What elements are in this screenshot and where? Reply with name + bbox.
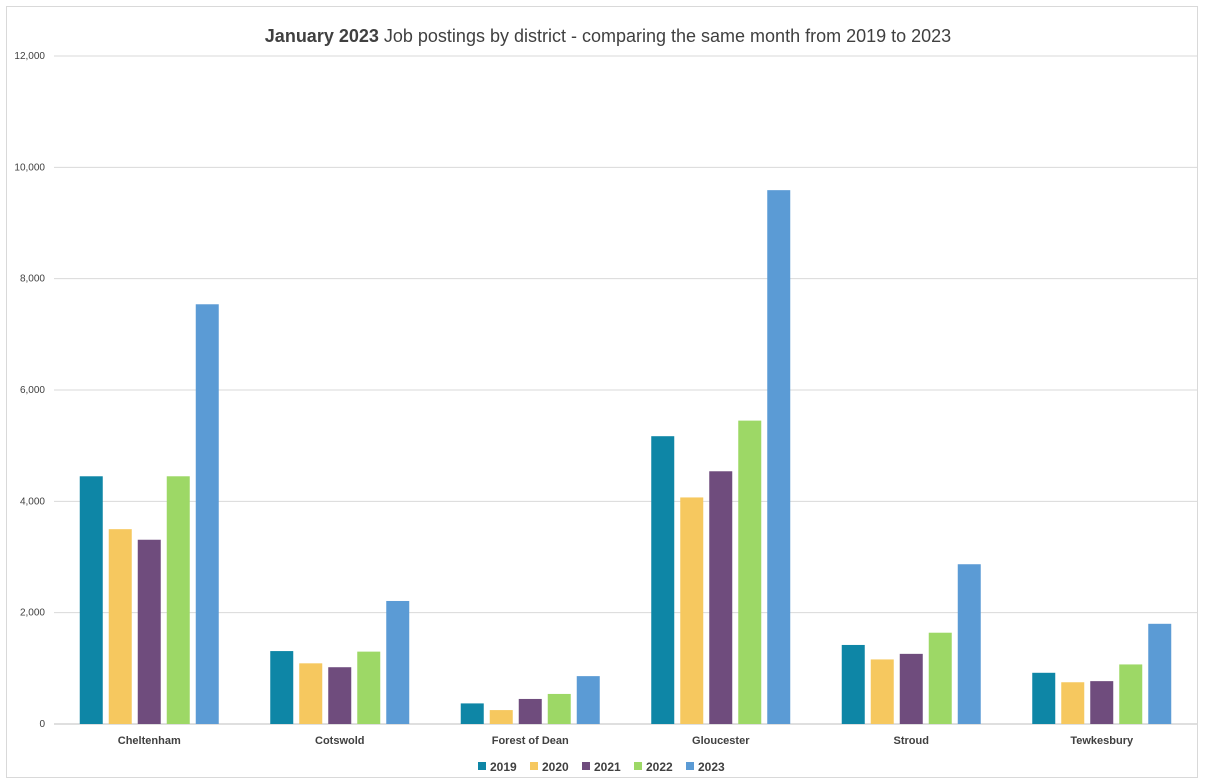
bar-2020-5 [1061,682,1085,724]
bar-2020-4 [870,659,894,724]
x-tick-label: Forest of Dean [492,735,569,747]
bar-2023-3 [767,190,791,724]
y-tick-label: 6,000 [20,385,45,396]
bar-2021-0 [137,539,161,724]
legend-label: 2022 [646,760,673,774]
legend-label: 2023 [698,760,725,774]
bar-2019-5 [1032,672,1056,724]
bar-2021-3 [709,471,733,724]
bar-2021-1 [328,667,352,724]
y-tick-label: 4,000 [20,496,45,507]
bars [79,190,1172,724]
bar-2019-0 [79,476,103,724]
bar-2020-0 [108,529,132,724]
y-tick-label: 10,000 [14,162,45,173]
chart-title: January 2023 Job postings by district - … [265,26,951,46]
x-tick-label: Cotswold [315,735,365,747]
bar-2023-4 [957,564,981,724]
legend-label: 2020 [542,760,569,774]
legend-swatch [686,762,694,770]
bar-2019-3 [651,436,675,724]
chart-title-bold: January 2023 [265,26,379,46]
y-tick-label: 12,000 [14,51,45,62]
y-axis-ticks: 0 2,000 4,000 6,000 8,000 10,000 12,000 [14,51,45,730]
y-tick-label: 8,000 [20,274,45,285]
bar-2019-4 [841,644,865,724]
x-tick-label: Stroud [894,735,929,747]
bar-2023-0 [195,304,219,724]
legend-swatch [582,762,590,770]
bar-2021-5 [1090,681,1114,724]
bar-2020-3 [680,497,704,724]
y-tick-label: 2,000 [20,608,45,619]
chart-frame: January 2023 Job postings by district - … [6,6,1198,778]
bar-2023-5 [1148,623,1172,724]
bar-2021-4 [899,653,923,724]
x-tick-label: Cheltenham [118,735,181,747]
gridlines [54,55,1197,725]
bar-2020-1 [299,663,323,724]
legend-swatch [530,762,538,770]
legend-swatch [478,762,486,770]
bar-2022-2 [547,693,571,724]
x-axis-ticks: Cheltenham Cotswold Forest of Dean Gloucest… [118,735,1134,747]
chart-title-rest: Job postings by district - comparing the… [379,26,951,46]
legend: 2019 2020 2021 2022 2023 [478,760,725,774]
x-tick-label: Tewkesbury [1070,735,1134,747]
bar-2021-2 [518,698,542,724]
bar-2019-2 [460,703,484,724]
x-tick-label: Gloucester [692,735,750,747]
bar-2022-1 [357,651,381,724]
bar-2022-3 [738,420,762,724]
bar-2020-2 [489,710,513,724]
legend-label: 2021 [594,760,621,774]
chart-svg: January 2023 Job postings by district - … [14,26,1197,774]
legend-swatch [634,762,642,770]
bar-2023-1 [386,600,410,724]
bar-2022-4 [928,632,952,724]
bar-2023-2 [576,676,600,724]
bar-2022-0 [166,476,190,724]
bar-2022-5 [1119,664,1143,724]
legend-label: 2019 [490,760,517,774]
y-tick-label: 0 [39,719,45,730]
bar-2019-1 [270,651,294,724]
